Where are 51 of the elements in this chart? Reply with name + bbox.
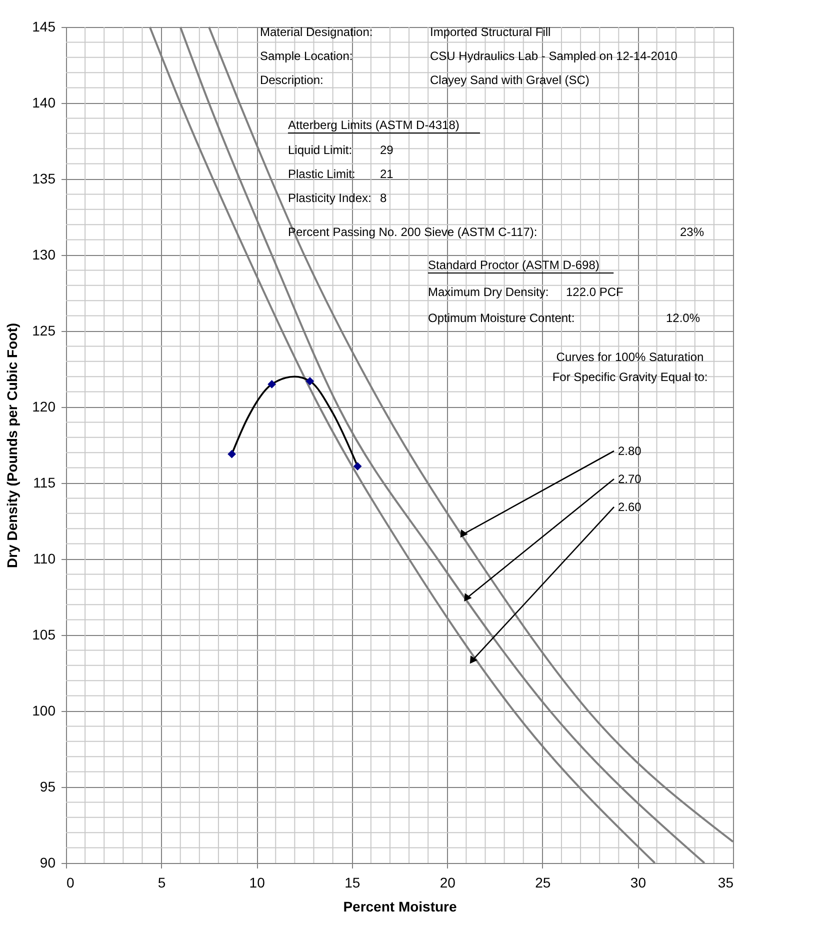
y-tick-label: 95 <box>40 778 56 794</box>
y-axis-title: Dry Density (Pounds per Cubic Foot) <box>4 322 20 568</box>
annotation: Optimum Moisture Content: <box>428 311 575 325</box>
y-tick-label: 140 <box>32 94 56 110</box>
x-axis-title: Percent Moisture <box>343 898 458 914</box>
annotation: 21 <box>380 167 394 181</box>
annotation: 2.80 <box>618 444 642 458</box>
x-tick-label: 5 <box>158 874 166 890</box>
y-tick-label: 135 <box>32 170 56 186</box>
y-tick-label: 125 <box>32 322 56 338</box>
annotation: Description: <box>260 73 324 87</box>
point <box>228 450 236 458</box>
y-tick-label: 110 <box>33 550 56 566</box>
x-tick-label: 30 <box>630 874 646 890</box>
point <box>306 376 314 386</box>
y-tick-label: 130 <box>32 246 56 262</box>
y-tick-label: 120 <box>32 398 56 414</box>
annotation: Curves for 100% Saturation <box>556 350 704 364</box>
annotation: 29 <box>380 143 394 157</box>
annotation: 122.0 PCF <box>566 285 624 299</box>
annotation: Material Designation: <box>260 25 373 39</box>
annotation: Liquid Limit: <box>288 143 352 157</box>
annotation: Clayey Sand with Gravel (SC) <box>430 73 590 87</box>
annotation: CSU Hydraulics Lab - Sampled on 12-14-2010 <box>430 49 678 63</box>
annotation: 2.60 <box>618 500 642 514</box>
y-tick-label: 105 <box>32 626 56 642</box>
annotation: Percent Passing No. 200 Sieve (ASTM C-117): <box>288 225 538 239</box>
annotation: 8 <box>380 191 387 205</box>
x-tick-label: 10 <box>249 874 266 890</box>
annotation: Atterberg Limits (ASTM D-4318) <box>288 118 460 132</box>
x-tick-label: 25 <box>535 874 551 890</box>
point <box>268 380 276 388</box>
y-tick-label: 145 <box>32 18 56 34</box>
annotation: 12.0% <box>666 311 700 325</box>
x-tick-label: 0 <box>66 874 74 890</box>
annotation: Imported Structural Fill <box>430 25 551 39</box>
y-tick-label: 100 <box>32 702 56 718</box>
y-tick-label: 90 <box>40 854 56 870</box>
annotation: Maximum Dry Density: <box>428 285 549 299</box>
annotation: 2.70 <box>618 472 642 486</box>
x-tick-label: 20 <box>440 874 456 890</box>
x-tick-label: 15 <box>344 874 360 890</box>
annotation: Standard Proctor (ASTM D-698) <box>428 258 600 272</box>
x-tick-label: 35 <box>718 874 734 890</box>
annotation: Plastic Limit: <box>288 167 356 181</box>
y-tick-label: 115 <box>33 474 56 490</box>
annotation: Sample Location: <box>260 49 353 63</box>
point <box>353 462 362 470</box>
annotation: 23% <box>680 225 704 239</box>
annotation: For Specific Gravity Equal to: <box>552 370 708 384</box>
annotation: Plasticity Index: <box>288 191 372 205</box>
